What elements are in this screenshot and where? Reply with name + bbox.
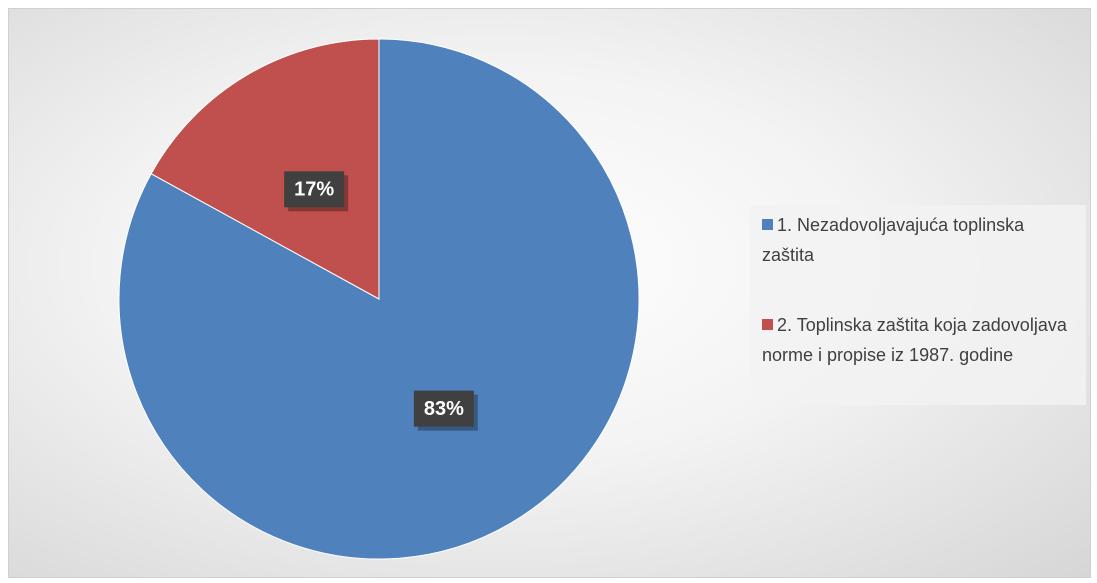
legend-item: 1. Nezadovoljavajuća toplinska zaštita xyxy=(762,210,1080,270)
label-box xyxy=(284,171,345,208)
data-label: 83% xyxy=(413,390,478,431)
legend-text: 1. Nezadovoljavajuća toplinska zaštita xyxy=(762,215,1025,265)
data-label-text: 17% xyxy=(294,179,334,201)
data-label-text: 83% xyxy=(424,398,464,420)
legend-swatch xyxy=(762,219,773,230)
label-box xyxy=(413,390,474,427)
legend-swatch xyxy=(762,319,773,330)
pie-slice xyxy=(150,38,380,300)
legend-text: 2. Toplinska zaštita koja zadovoljava no… xyxy=(762,315,1067,365)
data-label: 17% xyxy=(284,171,349,212)
legend: 1. Nezadovoljavajuća toplinska zaštita 2.… xyxy=(750,205,1086,405)
legend-item: 2. Toplinska zaštita koja zadovoljava no… xyxy=(762,310,1080,370)
